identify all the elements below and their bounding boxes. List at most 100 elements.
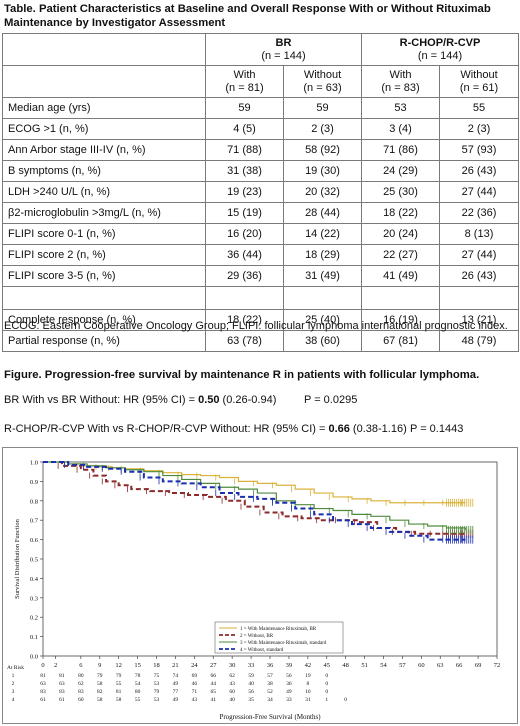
row-label: FLIPI score 0-1 (n, %): [2, 223, 206, 245]
x-tick-label: 30: [229, 662, 236, 669]
y-tick-label: 1.0: [30, 460, 38, 467]
at-risk-value: 43: [229, 681, 235, 687]
at-risk-value: 19: [305, 673, 311, 679]
series-line: [43, 461, 466, 535]
table-subheader-row: With (n = 81) Without (n = 63) With (n = 83…: [2, 65, 520, 98]
x-tick-label: 18: [153, 662, 160, 669]
y-tick-label: 0.9: [30, 479, 38, 486]
legend-box: [214, 621, 344, 654]
y-tick-label: 0.8: [30, 498, 38, 505]
table-cell: 25 (30): [361, 181, 440, 203]
at-risk-value: 62: [78, 681, 84, 687]
x-tick-label: 54: [380, 662, 387, 669]
subcolumn-label: With: [233, 68, 256, 81]
at-risk-value: 80: [78, 673, 84, 679]
series-line: [43, 461, 466, 541]
table-cell: 29 (36): [205, 265, 284, 287]
table-cell: 20 (32): [283, 181, 362, 203]
legend-label: 3 = With Maintenance Rituximab, standard: [240, 641, 327, 646]
group-n: (n = 144): [417, 49, 463, 62]
at-risk-value: 53: [154, 681, 160, 687]
at-risk-label: At Risk: [7, 665, 24, 671]
table-cell: 27 (44): [438, 244, 520, 266]
hr-line-rchop: R-CHOP/R-CVP With vs R-CHOP/R-CVP Withou…: [4, 423, 463, 435]
at-risk-value: 61: [59, 697, 65, 703]
table-cell: 59: [283, 97, 362, 119]
at-risk-value: 79: [97, 673, 103, 679]
x-tick-label: 60: [418, 662, 425, 669]
subcolumn-n: (n = 83): [381, 81, 420, 94]
at-risk-value: 36: [286, 681, 292, 687]
row-label: FLIPI score 2 (n, %): [2, 244, 206, 266]
table-row: Complete response (n, %) 18 (22) 25 (40) 16…: [2, 309, 520, 331]
table-cell: 2 (3): [438, 118, 520, 140]
at-risk-value: 1: [325, 697, 328, 703]
blank-cell: [361, 286, 440, 310]
at-risk-value: 56: [286, 673, 292, 679]
series-line: [43, 461, 467, 530]
subcolumn-n: (n = 63): [303, 81, 342, 94]
x-tick-label: 51: [361, 662, 368, 669]
table-cell: 53: [361, 97, 440, 119]
y-tick-label: 0.2: [30, 615, 38, 622]
at-risk-value: 79: [116, 673, 122, 679]
subcolumn-header: With (n = 83): [361, 65, 440, 98]
subcolumn-label: Without: [303, 68, 342, 81]
table-row: FLIPI score 2 (n, %) 36 (44) 18 (29) 22 (27…: [2, 244, 520, 266]
at-risk-value: 35: [248, 697, 254, 703]
at-risk-value: 81: [40, 673, 46, 679]
table-cell: 41 (49): [361, 265, 440, 287]
group-header-br: BR (n = 144): [205, 33, 362, 66]
group-n: (n = 144): [261, 49, 306, 62]
table-row: FLIPI score 0-1 (n, %) 16 (20) 14 (22) 20 (…: [2, 223, 520, 245]
group-name: BR: [275, 36, 292, 49]
y-tick-label: 0.1: [30, 634, 38, 641]
table-cell: 19 (30): [283, 160, 362, 182]
at-risk-value: 83: [40, 689, 46, 695]
at-risk-value: 44: [211, 681, 217, 687]
at-risk-value: 31: [305, 697, 311, 703]
table-cell: 24 (29): [361, 160, 440, 182]
x-tick-label: 12: [115, 662, 122, 669]
table-cell: 59: [205, 97, 284, 119]
patient-characteristics-table: BR (n = 144) R-CHOP/R-CVP (n = 144) With (n…: [2, 33, 520, 352]
subcolumn-header: With (n = 81): [205, 65, 284, 98]
x-tick-label: 48: [342, 662, 349, 669]
at-risk-value: 82: [97, 689, 103, 695]
table-row: B symptoms (n, %) 31 (38) 19 (30) 24 (29) 26…: [2, 160, 520, 182]
at-risk-value: 77: [173, 689, 179, 695]
table-row: ECOG >1 (n, %) 4 (5) 2 (3) 3 (4) 2 (3): [2, 118, 520, 140]
table-cell: 31 (49): [283, 265, 362, 287]
km-chart: 0.00.10.20.30.40.50.60.70.80.91.00 2 6 9 12 1…: [7, 460, 500, 722]
legend-label: 2 = Without, BR: [240, 634, 274, 639]
hr-prefix: R-CHOP/R-CVP With vs R-CHOP/R-CVP Withou…: [4, 423, 329, 435]
table-cell: 3 (4): [361, 118, 440, 140]
subcolumn-header: Without (n = 61): [438, 65, 520, 98]
at-risk-value: 63: [40, 681, 46, 687]
hr-line-br: BR With vs BR Without: HR (95% CI) = 0.5…: [4, 394, 357, 406]
x-tick-label: 45: [324, 662, 331, 669]
table-row: Partial response (n, %) 63 (78) 38 (60) 67 …: [2, 330, 520, 352]
at-risk-value: 0: [344, 697, 347, 703]
x-axis-label: Progression-Free Survival (Months): [219, 713, 321, 721]
at-risk-value: 57: [267, 673, 273, 679]
at-risk-value: 61: [40, 697, 46, 703]
hr-ci: (0.26-0.94): [219, 394, 277, 406]
at-risk-value: 83: [59, 689, 65, 695]
at-risk-value: 65: [211, 689, 217, 695]
x-tick-label: 0: [41, 662, 44, 669]
blank-cell: [283, 286, 362, 310]
x-tick-label: 63: [437, 662, 444, 669]
at-risk-value: 33: [286, 697, 292, 703]
at-risk-value: 81: [59, 673, 65, 679]
x-tick-label: 24: [191, 662, 198, 669]
table-cell: 19 (23): [205, 181, 284, 203]
table-cell: 31 (38): [205, 160, 284, 182]
table-cell: 20 (24): [361, 223, 440, 245]
at-risk-value: 56: [248, 689, 254, 695]
at-risk-value: 60: [78, 697, 84, 703]
row-label: β2-microglobulin >3mg/L (n, %): [2, 202, 206, 224]
x-tick-label: 33: [248, 662, 255, 669]
table-cell: 67 (81): [361, 330, 440, 352]
table-row: FLIPI score 3-5 (n, %) 29 (36) 31 (49) 41 (…: [2, 265, 520, 287]
